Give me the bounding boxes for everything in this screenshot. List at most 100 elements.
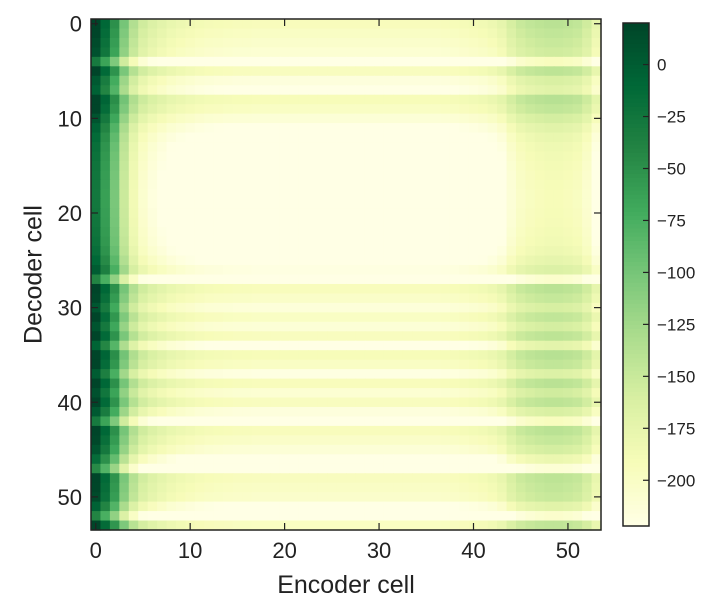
heatmap-cell [525, 444, 536, 455]
heatmap-cell [563, 104, 574, 115]
heatmap-cell [100, 75, 111, 86]
heatmap-cell [487, 435, 498, 446]
heatmap-cell [138, 388, 149, 399]
heatmap-cell [582, 444, 593, 455]
heatmap-cell [459, 265, 470, 276]
heatmap-cell [109, 85, 120, 96]
heatmap-cell [270, 274, 281, 285]
heatmap-cell [525, 56, 536, 67]
heatmap-cell [563, 492, 574, 503]
colorbar-segment [623, 27, 649, 32]
heatmap-cell [431, 56, 442, 67]
heatmap-cell [355, 454, 366, 465]
heatmap-cell [109, 492, 120, 503]
heatmap-cell [506, 444, 517, 455]
heatmap-cell [336, 94, 347, 105]
heatmap-cell [109, 94, 120, 105]
heatmap-cell [553, 37, 564, 48]
heatmap-cell [563, 265, 574, 276]
heatmap-cell [487, 501, 498, 512]
heatmap-cell [459, 217, 470, 228]
heatmap-cell [440, 104, 451, 115]
heatmap-cell [459, 444, 470, 455]
heatmap-cell [327, 302, 338, 313]
heatmap-cell [232, 113, 243, 124]
heatmap-cell [166, 236, 177, 247]
heatmap-cell [157, 416, 168, 427]
heatmap-cell [563, 246, 574, 257]
heatmap-cell [421, 265, 432, 276]
heatmap-cell [100, 492, 111, 503]
heatmap-cell [497, 482, 508, 493]
heatmap-cell [355, 501, 366, 512]
heatmap-cell [487, 132, 498, 143]
heatmap-cell [563, 454, 574, 465]
heatmap-cell [128, 482, 139, 493]
heatmap-cell [516, 406, 527, 418]
heatmap-cell [544, 75, 555, 86]
heatmap-cell [308, 179, 319, 190]
heatmap-cell [468, 198, 479, 209]
heatmap-cell [383, 511, 394, 522]
heatmap-cell [582, 492, 593, 503]
heatmap-cell [308, 246, 319, 257]
heatmap-cell [449, 312, 460, 323]
heatmap-cell [478, 492, 489, 503]
heatmap-cell [487, 75, 498, 86]
heatmap-cell [383, 265, 394, 276]
heatmap-cell [355, 293, 366, 304]
heatmap-cell [544, 94, 555, 105]
heatmap-cell [251, 104, 262, 115]
heatmap-cell [412, 482, 423, 493]
heatmap-cell [327, 283, 338, 295]
heatmap-cell [393, 321, 404, 332]
heatmap-cell [383, 142, 394, 153]
heatmap-cell [563, 473, 574, 484]
heatmap-cell [100, 246, 111, 257]
heatmap-cell [119, 75, 130, 86]
heatmap-cell [553, 283, 564, 295]
heatmap-cell [346, 350, 357, 361]
heatmap-cell [534, 378, 545, 389]
heatmap-cell [317, 132, 328, 143]
heatmap-cell [421, 416, 432, 427]
heatmap-cell [251, 274, 262, 285]
heatmap-cell [176, 520, 187, 531]
heatmap-cell [261, 179, 272, 190]
heatmap-cell [346, 170, 357, 181]
heatmap-cell [449, 236, 460, 247]
heatmap-cell [242, 198, 253, 209]
heatmap-cell [497, 369, 508, 380]
heatmap-cell [563, 359, 574, 370]
heatmap-cell [166, 160, 177, 171]
heatmap-cell [591, 283, 602, 295]
heatmap-cell [383, 160, 394, 171]
heatmap-cell [572, 454, 583, 465]
heatmap-cell [232, 227, 243, 238]
heatmap-cell [194, 350, 205, 361]
heatmap-cell [459, 454, 470, 465]
heatmap-cell [128, 104, 139, 115]
heatmap-cell [223, 189, 234, 200]
heatmap-cell [336, 321, 347, 332]
heatmap-cell [147, 425, 158, 436]
heatmap-cell [374, 340, 385, 351]
heatmap-cell [185, 208, 196, 219]
heatmap-cell [478, 47, 489, 58]
colorbar-segment [623, 85, 649, 91]
heatmap-cell [213, 236, 224, 247]
heatmap-cell [421, 179, 432, 190]
heatmap-cell [383, 47, 394, 58]
heatmap-cell [497, 142, 508, 153]
heatmap-cell [563, 94, 574, 105]
heatmap-cell [346, 321, 357, 332]
heatmap-cell [582, 208, 593, 219]
heatmap-cell [336, 56, 347, 67]
heatmap-cell [204, 246, 215, 257]
heatmap-cell [298, 454, 309, 465]
heatmap-cell [327, 388, 338, 399]
heatmap-cell [327, 37, 338, 48]
colorbar-segment [623, 521, 649, 527]
heatmap-cell [572, 94, 583, 105]
heatmap-cell [364, 217, 375, 228]
